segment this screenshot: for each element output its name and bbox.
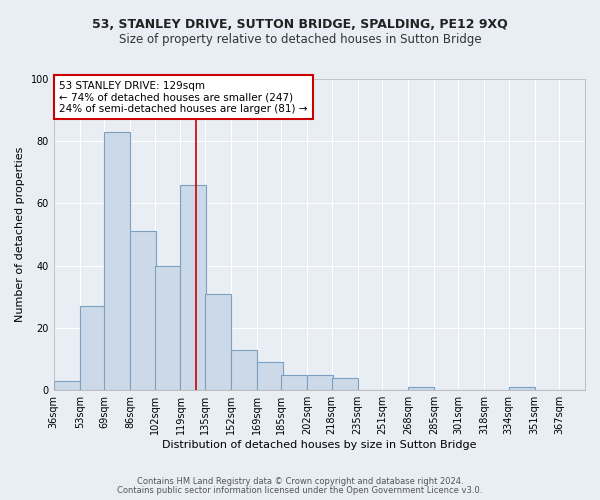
Bar — [80, 306, 106, 390]
Text: 53 STANLEY DRIVE: 129sqm
← 74% of detached houses are smaller (247)
24% of semi-: 53 STANLEY DRIVE: 129sqm ← 74% of detach… — [59, 80, 308, 114]
Text: Contains public sector information licensed under the Open Government Licence v3: Contains public sector information licen… — [118, 486, 482, 495]
Bar — [104, 132, 130, 390]
Bar — [181, 185, 206, 390]
Bar — [130, 232, 156, 390]
Text: 53, STANLEY DRIVE, SUTTON BRIDGE, SPALDING, PE12 9XQ: 53, STANLEY DRIVE, SUTTON BRIDGE, SPALDI… — [92, 18, 508, 30]
Bar — [231, 350, 257, 390]
Bar — [509, 387, 535, 390]
Text: Size of property relative to detached houses in Sutton Bridge: Size of property relative to detached ho… — [119, 32, 481, 46]
Bar — [408, 387, 434, 390]
Bar — [281, 374, 307, 390]
X-axis label: Distribution of detached houses by size in Sutton Bridge: Distribution of detached houses by size … — [162, 440, 476, 450]
Bar — [332, 378, 358, 390]
Bar — [307, 374, 333, 390]
Bar — [54, 381, 80, 390]
Bar — [257, 362, 283, 390]
Bar — [205, 294, 231, 390]
Text: Contains HM Land Registry data © Crown copyright and database right 2024.: Contains HM Land Registry data © Crown c… — [137, 477, 463, 486]
Bar — [155, 266, 181, 390]
Y-axis label: Number of detached properties: Number of detached properties — [15, 147, 25, 322]
